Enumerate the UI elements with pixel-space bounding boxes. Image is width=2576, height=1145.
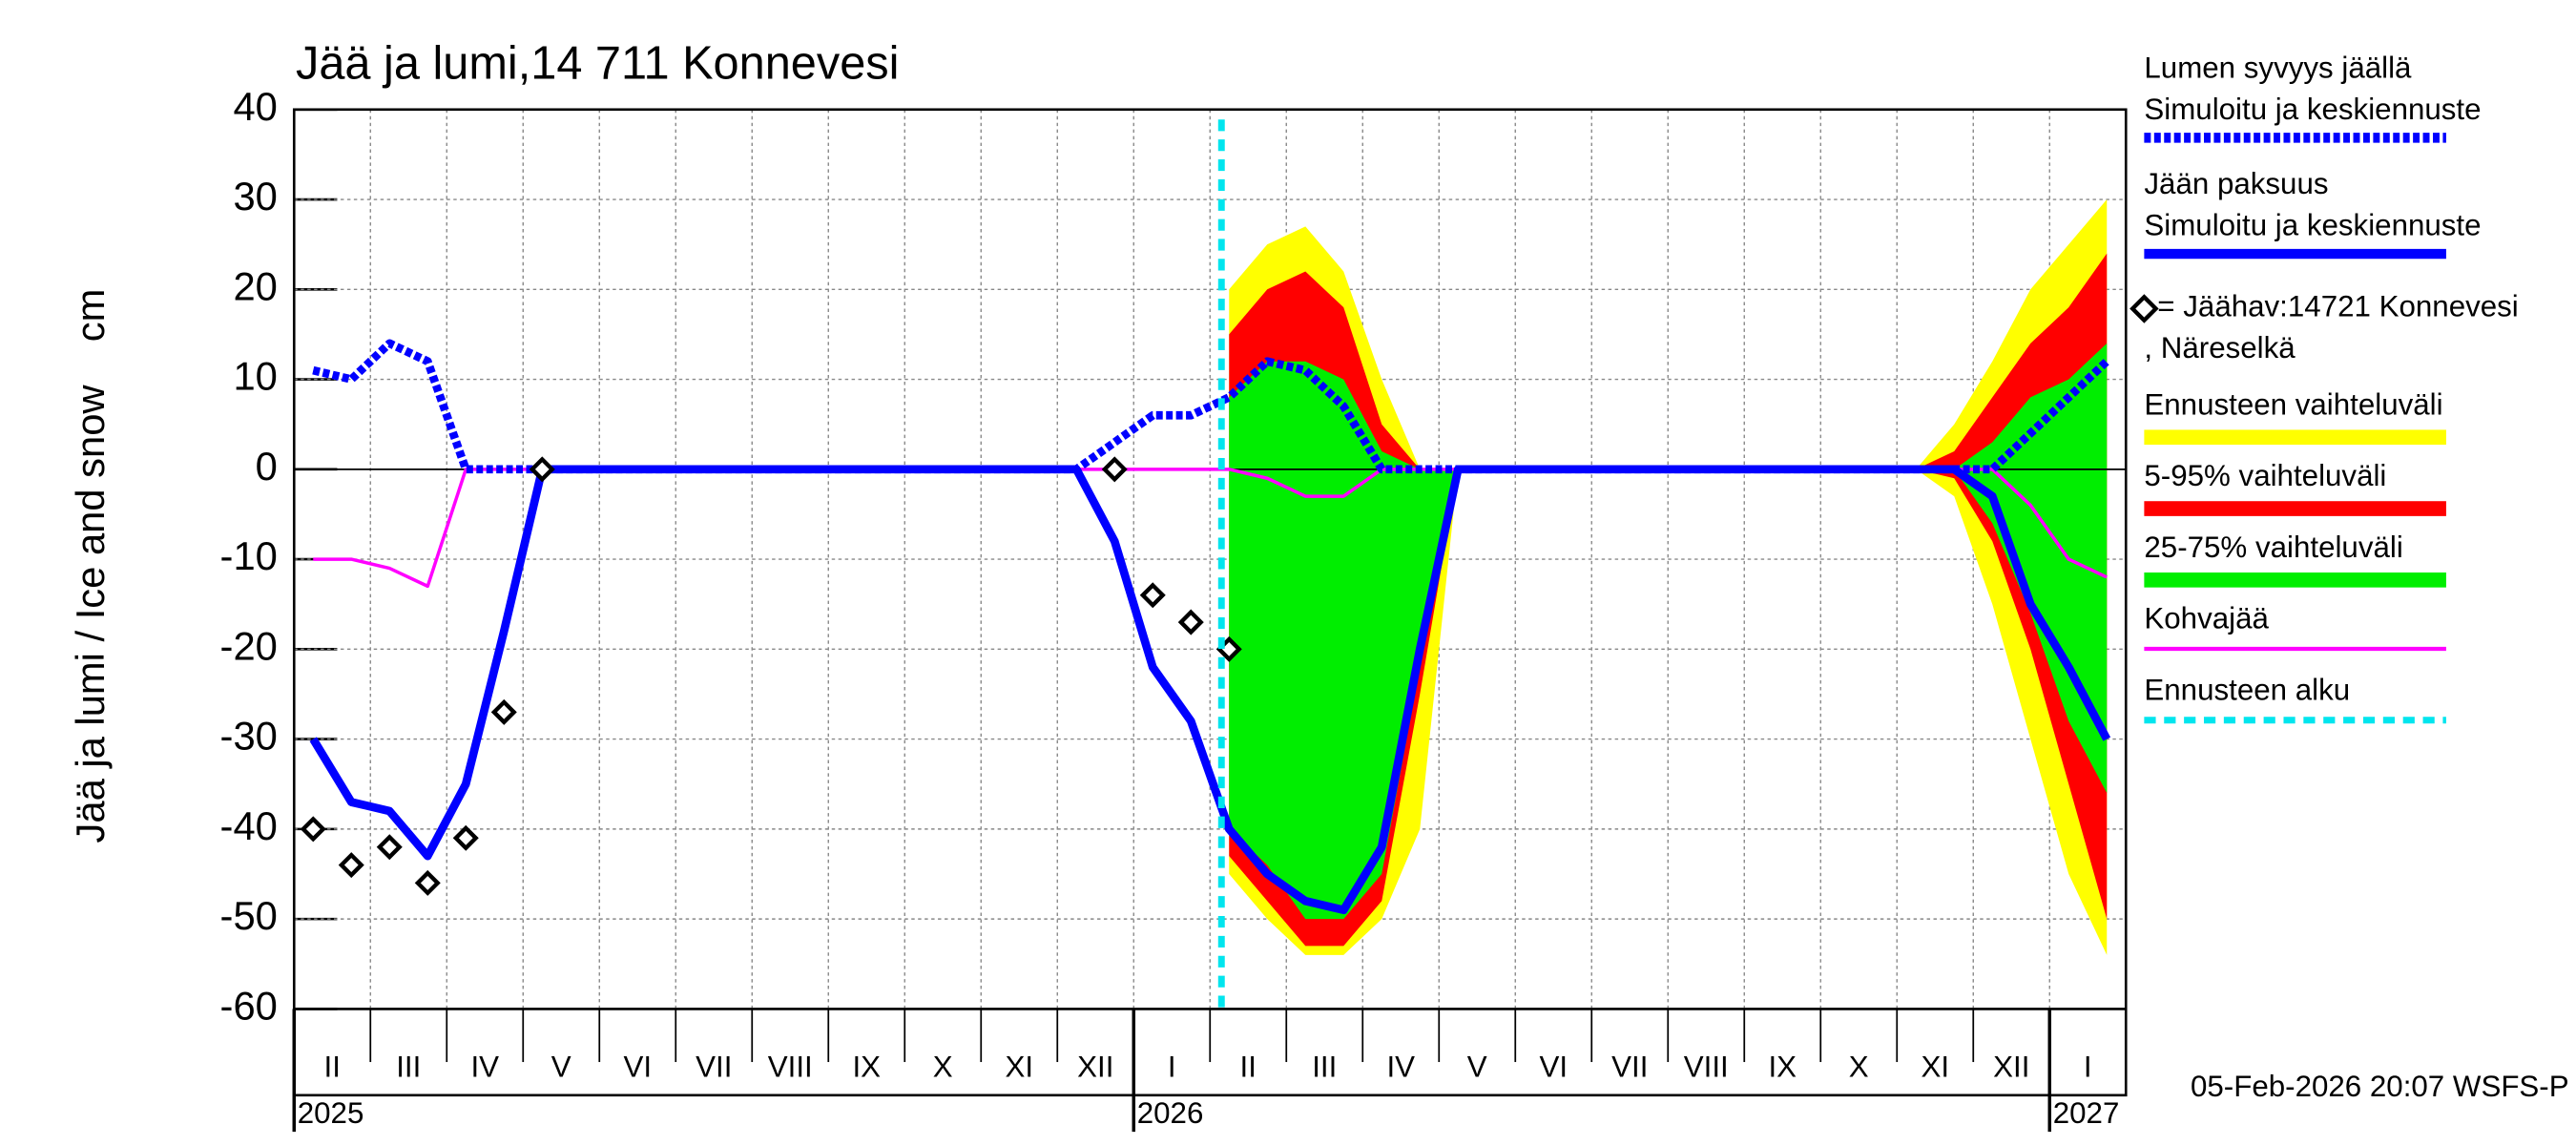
chart-title: Jää ja lumi,14 711 Konnevesi [296,37,899,89]
plot-frame [292,108,2128,1097]
x-tick-label: III [1312,1050,1337,1083]
y-axis-label: Jää ja lumi / Ice and snow [68,385,113,843]
x-tick-label: X [933,1050,953,1083]
y-tick-label: -10 [220,533,278,578]
year-label: 2026 [1137,1096,1204,1130]
legend-marker [2129,294,2159,323]
y-tick-label: 20 [233,263,277,308]
x-tick-label: I [2084,1050,2092,1083]
x-tick-label: XI [1005,1050,1033,1083]
legend-swatch [2144,429,2446,446]
x-tick-label: X [1849,1050,1869,1083]
x-tick-label: IX [852,1050,881,1083]
y-tick-label: 40 [233,84,277,129]
series-line [312,339,2110,474]
x-tick-label: I [1168,1050,1176,1083]
x-tick-label: XI [1921,1050,1949,1083]
y-tick-label: 30 [233,174,277,219]
forecast-band [1229,343,2108,920]
observation-marker [1101,456,1128,483]
observation-marker [376,834,403,861]
observation-marker [529,456,555,483]
x-tick-label: XII [1993,1050,2029,1083]
legend-swatch [2144,501,2446,516]
x-tick-label: IV [1386,1050,1415,1083]
legend-label: Simuloitu ja keskiennuste [2144,93,2481,126]
observation-marker [490,698,517,725]
y-tick-label: 10 [233,354,277,399]
y-tick-label: -30 [220,714,278,759]
legend-label: , Näreselkä [2144,331,2296,364]
year-label: 2025 [298,1096,364,1130]
x-tick-label: V [1467,1050,1487,1083]
legend-label: Jään paksuus [2144,167,2328,200]
x-tick-label: VI [623,1050,652,1083]
x-tick-label: VII [1611,1050,1648,1083]
x-tick-label: IV [470,1050,499,1083]
observation-marker [414,869,441,896]
y-tick-label: -20 [220,623,278,668]
legend-label: 25-75% vaihteluväli [2144,531,2402,564]
x-tick-label: V [551,1050,571,1083]
x-tick-label: VIII [1684,1050,1729,1083]
x-tick-label: VIII [768,1050,813,1083]
observation-marker [1139,582,1166,609]
observation-marker [452,824,479,851]
legend-label: Ennusteen vaihteluväli [2144,387,2442,421]
legend-label: Simuloitu ja keskiennuste [2144,209,2481,242]
legend-label: Ennusteen alku [2144,673,2350,706]
legend-label: 5-95% vaihteluväli [2144,459,2386,492]
observation-marker [338,852,364,879]
y-tick-label: -60 [220,983,278,1028]
x-tick-label: III [396,1050,421,1083]
x-tick-label: VII [696,1050,732,1083]
footer: 05-Feb-2026 20:07 WSFS-P [2191,1070,2569,1103]
observation-marker [300,816,326,843]
y-axis-unit: cm [68,289,113,343]
legend-label: = Jäähav:14721 Konnevesi [2157,290,2518,323]
x-tick-label: IX [1768,1050,1797,1083]
legend-swatch [2144,572,2446,588]
x-tick-label: II [1240,1050,1257,1083]
y-tick-label: -40 [220,803,278,848]
year-label: 2027 [2053,1096,2120,1130]
x-tick-label: VI [1539,1050,1568,1083]
observation-marker [1177,609,1204,635]
legend-label: Kohvajää [2144,602,2269,635]
y-tick-label: -50 [220,893,278,938]
y-tick-label: 0 [256,444,278,489]
x-tick-label: II [324,1050,341,1083]
x-tick-label: XII [1077,1050,1113,1083]
legend-label: Lumen syvyys jäällä [2144,51,2412,84]
